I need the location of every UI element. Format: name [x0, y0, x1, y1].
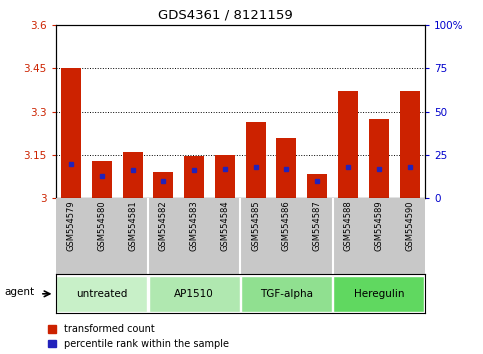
Text: GSM554588: GSM554588 — [343, 200, 353, 251]
Text: GSM554586: GSM554586 — [282, 200, 291, 251]
Text: GSM554583: GSM554583 — [190, 200, 199, 251]
Text: TGF-alpha: TGF-alpha — [260, 289, 313, 299]
Text: GSM554581: GSM554581 — [128, 200, 137, 251]
Text: GSM554579: GSM554579 — [67, 200, 75, 251]
Bar — [399, 91, 420, 198]
Bar — [215, 155, 235, 198]
Bar — [56, 276, 147, 312]
Text: GSM554589: GSM554589 — [374, 200, 384, 251]
Text: Heregulin: Heregulin — [354, 289, 404, 299]
Bar — [149, 276, 240, 312]
Text: GSM554584: GSM554584 — [220, 200, 229, 251]
Text: GSM554590: GSM554590 — [405, 200, 414, 251]
Text: GSM554587: GSM554587 — [313, 200, 322, 251]
Bar — [369, 119, 389, 198]
Text: GSM554585: GSM554585 — [251, 200, 260, 251]
Text: GDS4361 / 8121159: GDS4361 / 8121159 — [158, 9, 293, 22]
Text: untreated: untreated — [76, 289, 128, 299]
Text: AP1510: AP1510 — [174, 289, 214, 299]
Bar — [246, 122, 266, 198]
Bar — [61, 68, 81, 198]
Bar — [338, 91, 358, 198]
Bar — [333, 276, 425, 312]
Bar — [307, 174, 327, 198]
Bar — [123, 152, 142, 198]
Bar — [276, 138, 297, 198]
Text: agent: agent — [4, 287, 35, 297]
Text: GSM554580: GSM554580 — [97, 200, 106, 251]
Bar — [241, 276, 332, 312]
Bar — [184, 156, 204, 198]
Legend: transformed count, percentile rank within the sample: transformed count, percentile rank withi… — [48, 324, 229, 349]
Bar — [92, 161, 112, 198]
Bar — [153, 172, 173, 198]
Text: GSM554582: GSM554582 — [159, 200, 168, 251]
